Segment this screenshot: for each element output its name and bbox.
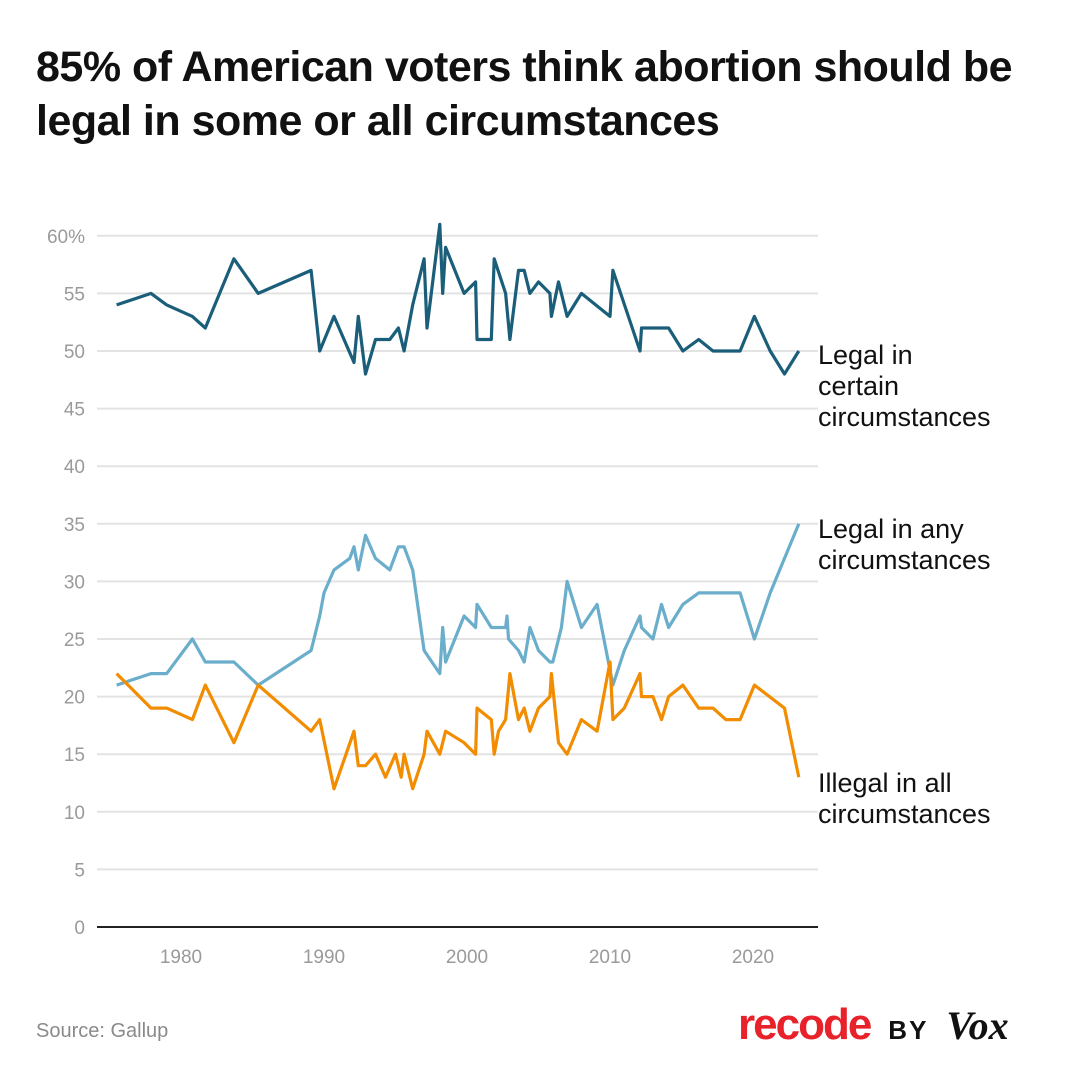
y-tick-label: 50	[64, 342, 85, 363]
logo: recode BY Vox	[738, 1000, 1009, 1050]
x-tick-label: 2000	[446, 947, 488, 968]
chart-title: 85% of American voters think abortion sh…	[36, 43, 1013, 145]
logo-by: BY	[888, 1015, 929, 1045]
x-tick-label: 2020	[732, 947, 774, 968]
y-tick-label: 35	[64, 515, 85, 536]
series-line-2	[115, 660, 801, 791]
x-tick-label: 1990	[303, 947, 345, 968]
label-line: circumstances	[818, 402, 991, 432]
x-tick-label: 2010	[589, 947, 631, 968]
label-line: Legal in any	[818, 514, 964, 544]
y-tick-label: 60%	[47, 227, 85, 248]
y-tick-label: 40	[64, 457, 85, 478]
series-label-any: Legal in any circumstances	[818, 514, 991, 576]
series-label-certain: Legal in certain circumstances	[818, 340, 991, 433]
line-chart: 0 5 10 15 20 25 30 35 40 45 50 55 60% 1980 1990 2000 201…	[47, 222, 818, 968]
source-note: Source: Gallup	[36, 1020, 169, 1042]
y-tick-label: 25	[64, 630, 85, 651]
label-line: certain	[818, 371, 900, 401]
label-line: Legal in	[818, 340, 913, 370]
label-line: circumstances	[818, 545, 991, 575]
y-tick-label: 10	[64, 803, 85, 824]
series-line-0	[116, 222, 801, 376]
recode-logo: recode	[738, 1000, 872, 1049]
y-tick-label: 5	[74, 860, 85, 881]
y-tick-label: 0	[74, 918, 85, 939]
label-line: Illegal in all	[818, 768, 952, 798]
y-tick-label: 30	[64, 572, 85, 593]
y-tick-label: 45	[64, 400, 85, 421]
label-line: circumstances	[818, 799, 991, 829]
series-line-1	[116, 523, 801, 687]
y-tick-label: 20	[64, 688, 85, 709]
vox-logo: Vox	[946, 1003, 1009, 1048]
y-tick-label: 15	[64, 745, 85, 766]
series-label-illegal: Illegal in all circumstances	[818, 768, 991, 830]
x-tick-label: 1980	[160, 947, 202, 968]
y-tick-label: 55	[64, 284, 85, 305]
